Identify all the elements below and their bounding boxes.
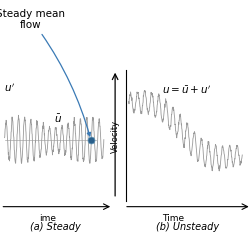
Text: Time: Time [161,213,183,222]
Text: (a) Steady: (a) Steady [30,221,81,231]
Text: Velocity: Velocity [110,120,119,152]
Text: $\bar{u}$: $\bar{u}$ [53,113,61,125]
Text: $u = \bar{u} + u'$: $u = \bar{u} + u'$ [162,84,211,96]
Text: (b) Unsteady: (b) Unsteady [155,221,218,231]
Text: Steady mean
flow: Steady mean flow [0,9,90,136]
Text: ime: ime [39,213,55,222]
Text: $u'$: $u'$ [4,81,15,93]
Point [88,138,92,142]
